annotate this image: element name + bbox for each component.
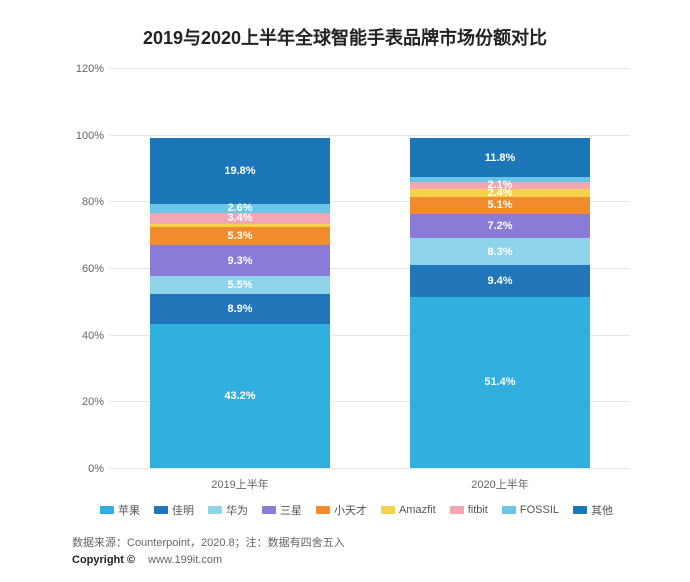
legend-label: 佳明 (172, 502, 194, 518)
segment-value-label: 51.4% (484, 376, 515, 388)
bar-segment-samsung: 7.2% (410, 214, 590, 238)
chart-footer: 数据来源：Counterpoint，2020.8；注：数据有四舍五入 Copyr… (72, 535, 345, 568)
legend-swatch (100, 506, 114, 514)
segment-value-label: 5.3% (227, 230, 252, 242)
segment-value-label: 5.5% (227, 279, 252, 291)
legend-item-samsung: 三星 (262, 502, 302, 518)
bar-segment-huawei: 5.5% (150, 276, 330, 294)
legend-item-amazfit: Amazfit (381, 502, 436, 518)
legend-label: fitbit (468, 504, 488, 516)
chart-legend: 苹果 佳明 华为 三星 小天才 Amazfit fitbit FOSSIL 其他 (100, 502, 640, 518)
chart-title: 2019与2020上半年全球智能手表品牌市场份额对比 (0, 0, 690, 58)
y-tick-label: 100% (76, 130, 104, 142)
copyright-label: Copyright © (72, 554, 135, 566)
legend-label: 其他 (591, 502, 613, 518)
legend-label: 三星 (280, 502, 302, 518)
bar-segment-garmin: 8.9% (150, 294, 330, 324)
bar-group: 51.4%9.4%8.3%7.2%5.1%2.4%2.1%11.8%2020上半… (410, 68, 590, 468)
bar-segment-samsung: 9.3% (150, 245, 330, 276)
x-tick-label: 2020上半年 (471, 476, 528, 492)
y-tick-label: 20% (82, 396, 104, 408)
legend-item-xiaotian: 小天才 (316, 502, 367, 518)
bar-segment-other: 19.8% (150, 138, 330, 204)
gridline: 0% (110, 468, 630, 469)
legend-item-fitbit: fitbit (450, 502, 488, 518)
bar-segment-fitbit: 3.4% (150, 213, 330, 224)
bar-segment-other: 11.8% (410, 138, 590, 177)
bar-segment-xiaotian: 5.3% (150, 227, 330, 245)
legend-swatch (502, 506, 516, 514)
legend-item-other: 其他 (573, 502, 613, 518)
legend-swatch (262, 506, 276, 514)
y-tick-label: 80% (82, 196, 104, 208)
legend-label: 苹果 (118, 502, 140, 518)
segment-value-label: 3.4% (227, 212, 252, 224)
segment-value-label: 9.4% (487, 275, 512, 287)
legend-swatch (316, 506, 330, 514)
legend-item-huawei: 华为 (208, 502, 248, 518)
segment-value-label: 7.2% (487, 220, 512, 232)
segment-value-label: 11.8% (485, 152, 516, 164)
legend-swatch (450, 506, 464, 514)
legend-item-garmin: 佳明 (154, 502, 194, 518)
segment-value-label: 8.9% (227, 303, 252, 315)
data-source: 数据来源：Counterpoint，2020.8；注：数据有四舍五入 (72, 535, 345, 552)
chart-area: 0%20%40%60%80%100%120% 43.2%8.9%5.5%9.3%… (110, 68, 630, 468)
legend-label: FOSSIL (520, 504, 559, 516)
chart-bars: 43.2%8.9%5.5%9.3%5.3%3.4%2.6%19.8%2019上半… (110, 68, 630, 468)
legend-item-fossil: FOSSIL (502, 502, 559, 518)
bar-segment-huawei: 8.3% (410, 238, 590, 266)
bar-segment-xiaotian: 5.1% (410, 197, 590, 214)
bar-segment-apple: 43.2% (150, 324, 330, 468)
legend-label: Amazfit (399, 504, 436, 516)
bar-segment-amazfit: 2.4% (410, 189, 590, 197)
bar-segment-garmin: 9.4% (410, 265, 590, 296)
segment-value-label: 19.8% (224, 165, 255, 177)
legend-swatch (573, 506, 587, 514)
y-tick-label: 60% (82, 263, 104, 275)
segment-value-label: 5.1% (487, 199, 512, 211)
bar-group: 43.2%8.9%5.5%9.3%5.3%3.4%2.6%19.8%2019上半… (150, 68, 330, 468)
x-tick-label: 2019上半年 (211, 476, 268, 492)
site-link: www.199it.com (148, 554, 222, 566)
legend-swatch (381, 506, 395, 514)
legend-item-apple: 苹果 (100, 502, 140, 518)
legend-label: 小天才 (334, 502, 367, 518)
legend-swatch (154, 506, 168, 514)
legend-label: 华为 (226, 502, 248, 518)
segment-value-label: 43.2% (224, 390, 255, 402)
legend-swatch (208, 506, 222, 514)
y-tick-label: 120% (76, 63, 104, 75)
segment-value-label: 8.3% (487, 246, 512, 258)
y-tick-label: 0% (88, 463, 104, 475)
segment-value-label: 9.3% (227, 255, 252, 267)
y-tick-label: 40% (82, 330, 104, 342)
bar-segment-apple: 51.4% (410, 297, 590, 468)
